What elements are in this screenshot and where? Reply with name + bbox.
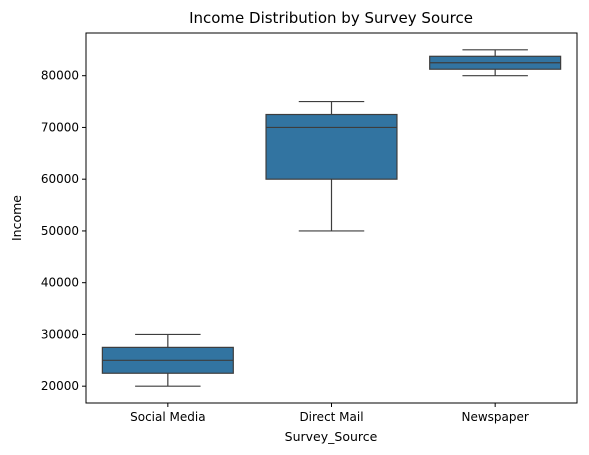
y-tick-label: 20000 [41, 379, 79, 393]
box-group [429, 49, 562, 77]
y-tick-label: 70000 [41, 120, 79, 134]
box-group [101, 333, 234, 387]
chart-title: Income Distribution by Survey Source [189, 9, 473, 27]
y-tick-label: 30000 [41, 327, 79, 341]
box-group [265, 100, 398, 232]
iqr-box [265, 113, 398, 180]
plot-area [101, 49, 562, 387]
x-tick-label: Direct Mail [299, 410, 363, 424]
y-tick-label: 50000 [41, 224, 79, 238]
y-tick-label: 80000 [41, 69, 79, 83]
y-tick-label: 40000 [41, 276, 79, 290]
y-axis-label: Income [9, 195, 24, 241]
y-axis: 20000 30000 40000 50000 60000 70000 80000 [41, 69, 86, 393]
x-axis: Social Media Direct Mail Newspaper [130, 403, 529, 424]
x-tick-label: Newspaper [461, 410, 528, 424]
x-axis-label: Survey_Source [285, 429, 378, 444]
x-tick-label: Social Media [130, 410, 205, 424]
y-tick-label: 60000 [41, 172, 79, 186]
